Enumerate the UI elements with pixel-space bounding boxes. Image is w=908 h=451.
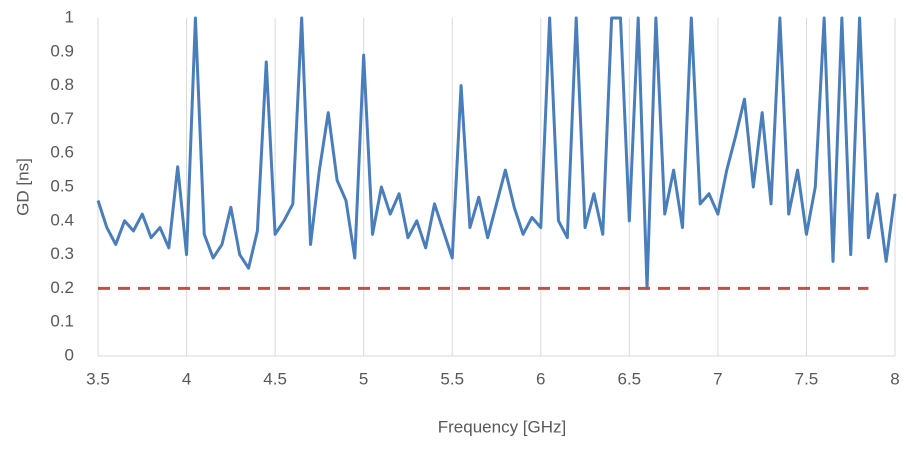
y-tick-label: 0.9 [50,41,74,60]
y-tick-label: 0.3 [50,244,74,263]
x-tick-label: 6.5 [618,369,642,388]
y-tick-label: 0.6 [50,143,74,162]
x-axis-label: Frequency [GHz] [438,417,567,436]
y-tick-label: 0.2 [50,278,74,297]
y-axis-label: GD [ns] [13,158,32,216]
y-tick-label: 0.4 [50,210,74,229]
x-tick-label: 3.5 [86,369,110,388]
y-tick-label: 0 [65,345,74,364]
x-tick-label: 4.5 [263,369,287,388]
x-tick-label: 4 [182,369,191,388]
y-tick-label: 1 [65,7,74,26]
x-tick-label: 5.5 [440,369,464,388]
x-tick-label: 5 [359,369,368,388]
y-tick-label: 0.7 [50,109,74,128]
x-tick-label: 7.5 [795,369,819,388]
x-tick-label: 7 [713,369,722,388]
y-tick-label: 0.8 [50,75,74,94]
y-tick-label: 0.1 [50,312,74,331]
x-tick-label: 6 [536,369,545,388]
x-tick-label: 8 [890,369,899,388]
data-line [96,16,897,290]
y-tick-label: 0.5 [50,176,74,195]
